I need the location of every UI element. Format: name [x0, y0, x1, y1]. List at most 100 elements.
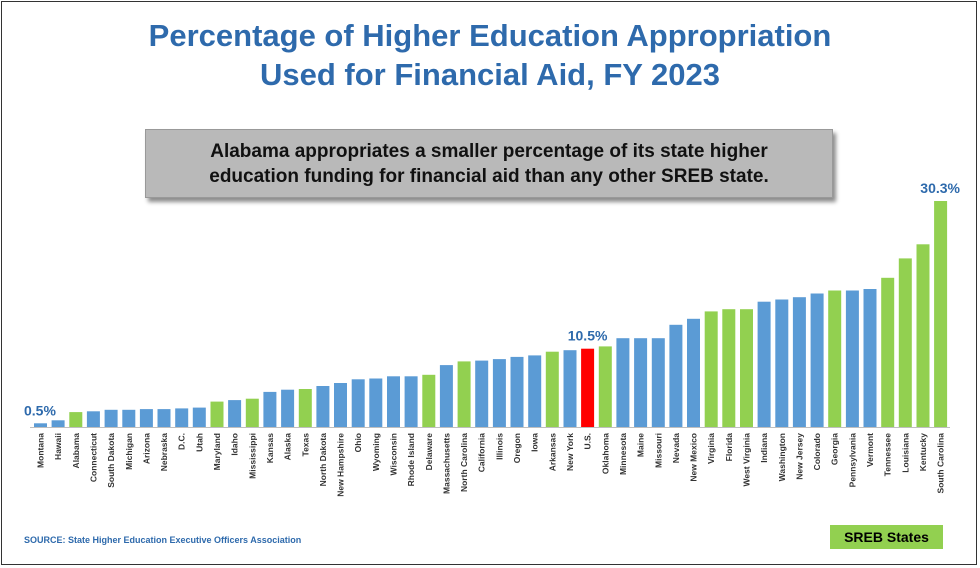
bar-connecticut	[86, 411, 100, 427]
bar-tennessee	[881, 277, 895, 427]
bar-north-carolina	[457, 361, 471, 427]
bar-new-york	[563, 350, 577, 427]
tick-label: Maryland	[212, 433, 222, 470]
bar-wyoming	[369, 378, 383, 427]
bar-texas	[298, 389, 312, 427]
bar-ohio	[351, 379, 365, 427]
tick-label: New Jersey	[794, 433, 804, 480]
tick-label: Florida	[724, 433, 734, 462]
tick-label: Montana	[36, 433, 46, 468]
tick-label: Delaware	[424, 433, 434, 471]
tick-label: Oregon	[512, 433, 522, 463]
bar-south-carolina	[934, 201, 948, 427]
bar-vermont	[863, 289, 877, 427]
bar-minnesota	[616, 338, 630, 427]
tick-label: North Carolina	[459, 433, 469, 492]
bar-wisconsin	[387, 376, 400, 427]
tick-label: Louisiana	[900, 433, 910, 473]
bar-maryland	[210, 401, 224, 427]
tick-label: D.C.	[177, 433, 187, 450]
bar-nebraska	[157, 409, 171, 427]
tick-label: New Mexico	[689, 433, 699, 482]
tick-label: Kansas	[265, 433, 275, 464]
bar-massachusetts	[439, 365, 453, 427]
bar-new-mexico	[687, 318, 700, 427]
tick-label: Maine	[636, 433, 646, 457]
tick-label: Iowa	[530, 433, 540, 452]
bar-u-s	[581, 348, 595, 427]
bar-maine	[634, 338, 648, 427]
bar-louisiana	[898, 258, 912, 427]
chart-title-line2: Used for Financial Aid, FY 2023	[260, 57, 720, 92]
bar-hawaii	[51, 420, 65, 427]
bar-indiana	[757, 301, 771, 427]
bar-montana	[34, 423, 47, 427]
tick-label: Illinois	[494, 433, 504, 460]
tick-label: Arkansas	[547, 433, 557, 472]
bar-virginia	[704, 311, 718, 427]
bar-alabama	[69, 412, 83, 427]
tick-label: New Hampshire	[336, 433, 346, 497]
bar-nevada	[669, 324, 683, 427]
bar-d-c	[175, 408, 189, 427]
bar-missouri	[651, 338, 665, 427]
tick-label: Alabama	[71, 433, 81, 469]
bar-south-dakota	[104, 409, 118, 427]
bar-idaho	[228, 400, 242, 427]
bar-new-hampshire	[334, 383, 347, 427]
tick-label: Minnesota	[618, 433, 628, 475]
tick-label: Pennsylvania	[847, 433, 857, 488]
bar-kansas	[263, 391, 277, 427]
tick-label: Connecticut	[88, 433, 98, 482]
tick-label: Tennessee	[883, 433, 893, 477]
tick-label: Utah	[194, 433, 204, 452]
bar-utah	[192, 407, 206, 427]
tick-label: Massachusetts	[441, 433, 451, 494]
bar-georgia	[828, 290, 842, 427]
tick-label: Colorado	[812, 433, 822, 470]
tick-label: U.S.	[583, 433, 593, 450]
bar-oklahoma	[598, 346, 612, 427]
tick-label: Washington	[777, 433, 787, 481]
bar-arkansas	[545, 351, 559, 427]
bar-mississippi	[245, 398, 259, 427]
tick-label: Missouri	[653, 433, 663, 468]
tick-label: Alaska	[283, 433, 293, 461]
tick-label: Virginia	[706, 433, 716, 464]
tick-label: Indiana	[759, 433, 769, 463]
tick-label: Wisconsin	[389, 433, 399, 475]
bar-rhode-island	[404, 376, 418, 427]
tick-label: Nebraska	[159, 433, 169, 472]
data-label: 0.5%	[24, 402, 56, 418]
tick-label: Vermont	[865, 433, 875, 467]
bar-florida	[722, 309, 736, 427]
source-note: SOURCE: State Higher Education Executive…	[24, 535, 302, 545]
tick-label: Oklahoma	[600, 433, 610, 474]
tick-label: West Virginia	[742, 433, 752, 487]
tick-label: Michigan	[124, 433, 134, 470]
bar-delaware	[422, 374, 436, 427]
tick-label: California	[477, 433, 487, 472]
chart-title: Percentage of Higher Education Appropria…	[2, 16, 978, 94]
tick-label: Kentucky	[918, 433, 928, 472]
bar-new-jersey	[792, 297, 806, 427]
tick-label: Ohio	[353, 433, 363, 452]
bar-washington	[775, 299, 789, 427]
data-label: 10.5%	[568, 328, 608, 344]
callout-box: Alabama appropriates a smaller percentag…	[145, 129, 833, 198]
chart-title-line1: Percentage of Higher Education Appropria…	[148, 18, 832, 53]
tick-label: Nevada	[671, 433, 681, 464]
bar-kentucky	[916, 244, 930, 427]
tick-label: Rhode Island	[406, 433, 416, 486]
tick-label: Idaho	[230, 433, 240, 456]
tick-label: Hawaii	[53, 433, 63, 460]
bar-iowa	[528, 355, 542, 427]
legend-sreb-states: SREB States	[830, 525, 943, 549]
tick-label: Arizona	[141, 433, 151, 464]
tick-label: Wyoming	[371, 433, 381, 471]
bar-arizona	[139, 409, 153, 427]
tick-label: North Dakota	[318, 433, 328, 487]
bar-california	[475, 360, 489, 427]
